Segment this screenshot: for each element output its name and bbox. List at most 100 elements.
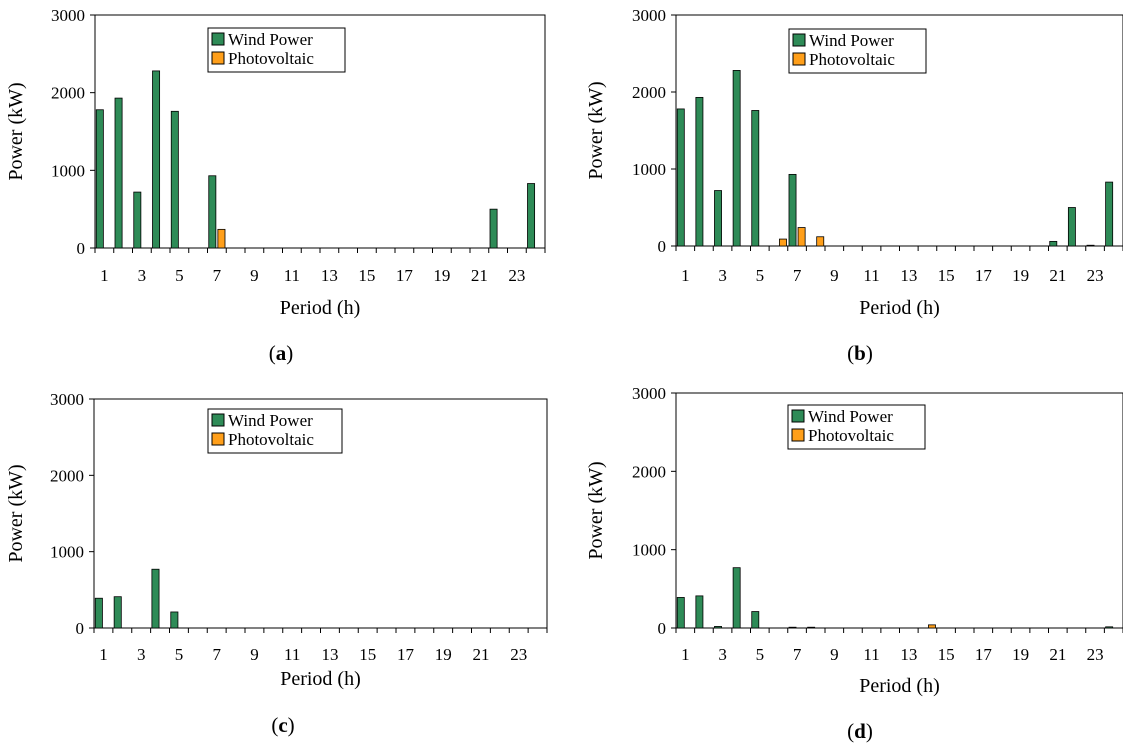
bar-wind-power-h22 — [1067, 207, 1076, 247]
bar-wind-power-h1 — [676, 108, 685, 247]
x-tick-label: 13 — [900, 266, 917, 285]
y-tick-label: 2000 — [632, 462, 666, 481]
y-axis-title: Power (kW) — [5, 82, 27, 180]
y-tick-label: 2000 — [632, 83, 666, 102]
x-tick-label: 9 — [830, 266, 839, 285]
y-tick-label: 0 — [76, 619, 85, 638]
legend-box — [207, 408, 343, 454]
x-tick-label: 5 — [175, 645, 184, 664]
y-tick-label: 3000 — [51, 6, 85, 25]
x-tick-label: 15 — [359, 645, 376, 664]
x-tick-label: 9 — [250, 645, 259, 664]
y-tick-label: 0 — [77, 239, 86, 258]
bar-wind-power-h24 — [527, 183, 536, 249]
y-tick-label: 1000 — [51, 161, 85, 180]
panel-label: (c) — [271, 713, 294, 737]
x-tick-label: 17 — [396, 266, 414, 285]
x-tick-label: 23 — [508, 266, 525, 285]
bar-wind-power-h22 — [489, 208, 498, 249]
bar-wind-power-h1 — [676, 597, 685, 629]
x-tick-label: 19 — [1012, 645, 1029, 664]
bar-wind-power-h3 — [714, 626, 722, 629]
bar-wind-power-h3 — [714, 190, 722, 247]
bar-wind-power-h24 — [1105, 626, 1114, 629]
legend-label-photovoltaic: Photovoltaic — [228, 49, 314, 68]
legend-swatch-photovoltaic — [791, 428, 805, 442]
bar-wind-power-h4 — [152, 70, 161, 249]
y-tick-label: 1000 — [632, 541, 666, 560]
bar-wind-power-h7 — [788, 173, 797, 247]
x-tick-label: 11 — [284, 266, 300, 285]
bar-wind-power-h4 — [732, 70, 741, 247]
bar-photovoltaic-h7 — [217, 228, 226, 249]
legend-label-photovoltaic: Photovoltaic — [809, 50, 895, 69]
bar-wind-power-h21 — [1049, 240, 1058, 247]
bar-wind-power-h4 — [151, 568, 160, 629]
legend-label-wind-power: Wind Power — [808, 407, 893, 426]
bar-wind-power-h5 — [751, 110, 760, 247]
y-axis-title: Power (kW) — [585, 81, 607, 179]
legend-swatch-wind-power — [792, 33, 806, 47]
legend-swatch-photovoltaic — [211, 432, 225, 446]
bar-wind-power-h7 — [788, 626, 797, 629]
legend-label-wind-power: Wind Power — [228, 411, 313, 430]
x-axis-title: Period (h) — [280, 297, 361, 319]
legend-label-photovoltaic: Photovoltaic — [808, 426, 894, 445]
y-tick-label: 1000 — [50, 543, 84, 562]
bar-photovoltaic-h6 — [779, 238, 787, 247]
x-tick-label: 9 — [830, 645, 839, 664]
x-tick-label: 5 — [175, 266, 184, 285]
x-tick-label: 11 — [863, 266, 879, 285]
x-tick-label: 21 — [1049, 266, 1066, 285]
bar-wind-power-h7 — [208, 175, 217, 249]
legend-swatch-photovoltaic — [211, 51, 225, 65]
bar-wind-power-h2 — [695, 595, 704, 629]
legend-swatch-wind-power — [211, 413, 225, 427]
x-tick-label: 7 — [793, 266, 802, 285]
legend-swatch-photovoltaic — [792, 52, 806, 66]
legend-label-wind-power: Wind Power — [809, 31, 894, 50]
legend-box — [207, 27, 346, 73]
y-tick-label: 2000 — [51, 84, 85, 103]
x-tick-label: 7 — [212, 645, 221, 664]
bar-wind-power-h5 — [751, 611, 760, 629]
y-tick-label: 1000 — [632, 160, 666, 179]
x-tick-label: 11 — [284, 645, 300, 664]
y-tick-label: 0 — [658, 619, 667, 638]
x-tick-label: 1 — [100, 266, 109, 285]
x-tick-label: 7 — [793, 645, 802, 664]
legend-swatch-wind-power — [791, 409, 805, 423]
y-axis-title: Power (kW) — [585, 461, 607, 559]
x-tick-label: 15 — [358, 266, 375, 285]
y-tick-label: 3000 — [50, 390, 84, 409]
x-tick-label: 5 — [756, 645, 765, 664]
legend-box — [787, 404, 926, 450]
bar-wind-power-h1 — [94, 597, 103, 629]
bar-wind-power-h2 — [114, 97, 123, 249]
x-tick-label: 1 — [681, 266, 690, 285]
panel-label: (d) — [847, 719, 873, 743]
y-tick-label: 2000 — [50, 466, 84, 485]
bar-wind-power-h24 — [1105, 181, 1114, 247]
x-tick-label: 17 — [975, 266, 993, 285]
x-tick-label: 19 — [1012, 266, 1029, 285]
x-tick-label: 9 — [250, 266, 259, 285]
bar-wind-power-h5 — [170, 110, 179, 249]
x-tick-label: 17 — [975, 645, 993, 664]
x-tick-label: 11 — [863, 645, 879, 664]
bar-photovoltaic-h7 — [797, 227, 806, 247]
bar-wind-power-h1 — [95, 109, 104, 249]
x-tick-label: 23 — [1087, 645, 1104, 664]
y-tick-label: 0 — [658, 237, 667, 256]
x-tick-label: 21 — [472, 645, 489, 664]
legend-label-photovoltaic: Photovoltaic — [228, 430, 314, 449]
x-tick-label: 7 — [213, 266, 222, 285]
x-tick-label: 3 — [718, 645, 727, 664]
x-axis-title: Period (h) — [859, 675, 940, 697]
y-axis-title: Power (kW) — [5, 464, 27, 562]
y-tick-label: 3000 — [632, 6, 666, 25]
x-tick-label: 13 — [321, 266, 338, 285]
x-axis-title: Period (h) — [280, 668, 361, 690]
